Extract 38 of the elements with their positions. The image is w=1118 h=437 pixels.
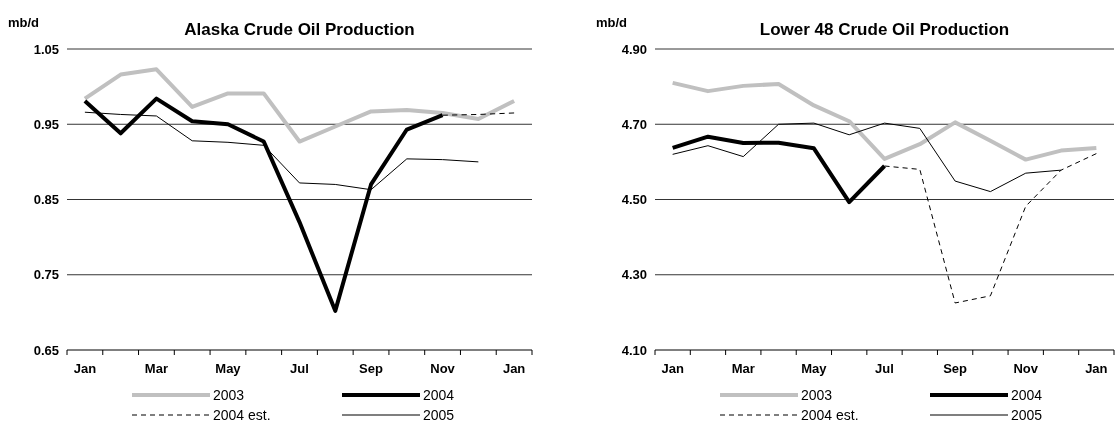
y-tick-label: 0.95 (33, 116, 59, 132)
x-tick-label: Jan (73, 361, 97, 376)
x-tick-label: Sep (943, 361, 968, 376)
chart-title: Lower 48 Crude Oil Production (759, 20, 1010, 39)
x-tick-label: May (215, 361, 242, 376)
x-tick-label: Mar (731, 361, 755, 376)
x-tick-label: Nov (430, 361, 456, 376)
y-tick-label: 4.10 (621, 342, 647, 358)
legend-label: 2004 (1011, 386, 1043, 403)
line-series (670, 80, 1099, 162)
legend-label: 2004 (423, 386, 455, 403)
y-tick-label: 0.75 (33, 267, 59, 283)
y-axis-title: mb/d (596, 15, 628, 30)
legend-label: 2004 est. (213, 406, 271, 423)
legend-label: 2005 (423, 406, 455, 423)
x-tick-label: Sep (359, 361, 384, 376)
legend-label: 2003 (801, 386, 833, 403)
x-tick-label: May (801, 361, 828, 376)
y-tick-label: 0.65 (33, 342, 59, 358)
legend-label: 2005 (1011, 406, 1043, 423)
x-tick-label: Jan (1085, 361, 1108, 376)
y-tick-label: 4.70 (621, 116, 647, 132)
line-series (82, 67, 517, 144)
x-tick-label: Jul (875, 361, 894, 376)
y-tick-label: 4.90 (621, 41, 647, 57)
y-tick-label: 0.85 (33, 192, 59, 208)
x-tick-label: Jan (502, 361, 526, 376)
legend-label: 2003 (213, 386, 245, 403)
legend-label: 2004 est. (801, 406, 859, 423)
x-tick-label: Mar (144, 361, 168, 376)
x-tick-label: Nov (1013, 361, 1039, 376)
y-tick-label: 4.30 (621, 267, 647, 283)
x-tick-label: Jul (290, 361, 309, 376)
x-tick-label: Jan (661, 361, 684, 376)
y-axis-title: mb/d (8, 15, 40, 30)
chart-title: Alaska Crude Oil Production (184, 20, 415, 39)
y-tick-label: 1.05 (33, 41, 59, 57)
y-tick-label: 4.50 (621, 192, 647, 208)
